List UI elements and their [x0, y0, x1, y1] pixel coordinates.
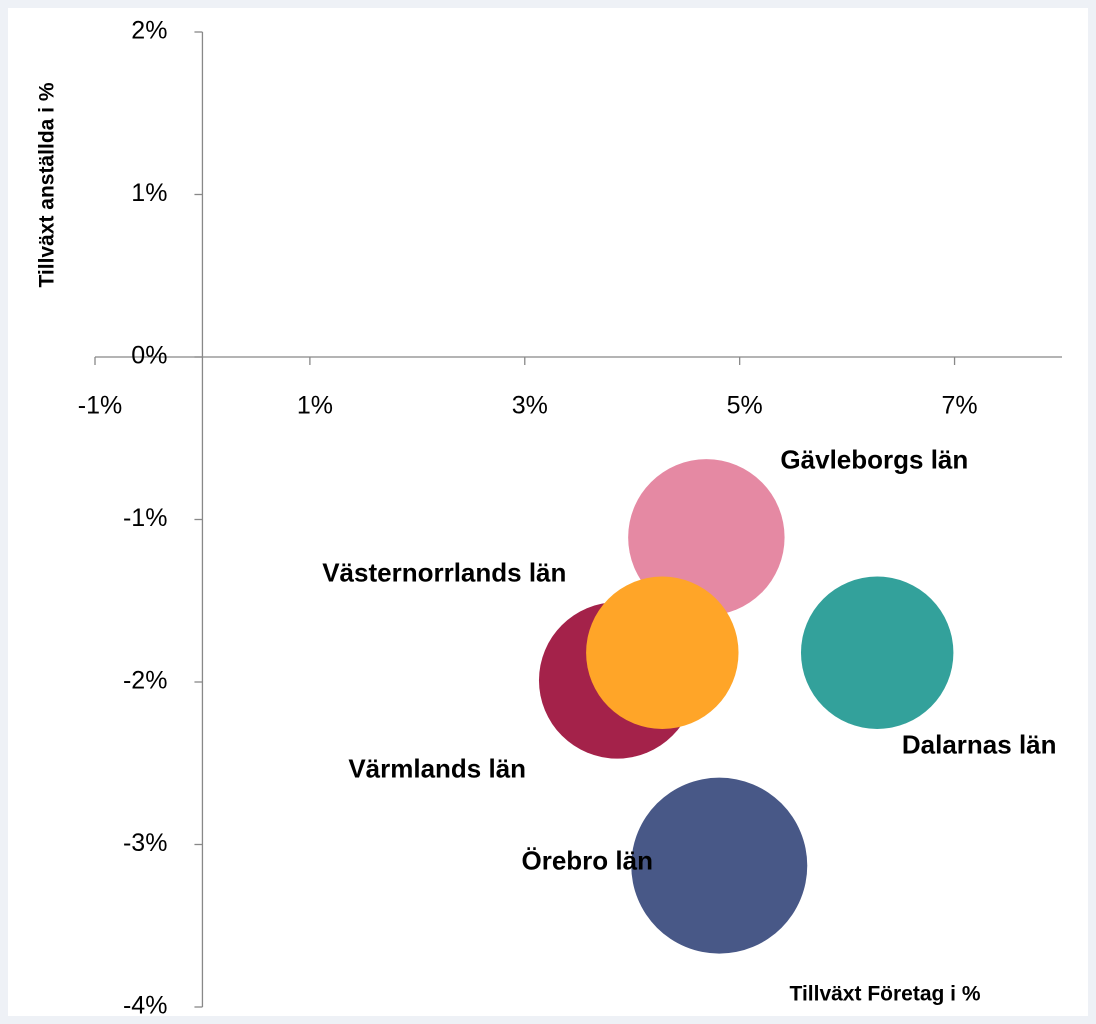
- y-axis-title: Tillväxt anställda i %: [36, 82, 59, 287]
- y-tick-label: 2%: [131, 17, 167, 45]
- y-tick-label: -4%: [123, 992, 167, 1020]
- x-tick-label: 1%: [297, 392, 333, 420]
- bubble-label: Gävleborgs län: [780, 444, 968, 474]
- y-tick-label: -3%: [123, 829, 167, 857]
- bubble-label: Värmlands län: [348, 753, 526, 783]
- y-tick-label: -2%: [123, 667, 167, 695]
- x-tick-label: 7%: [941, 392, 977, 420]
- bubble-label: Dalarnas län: [902, 730, 1057, 760]
- bubble-label: Örebro län: [522, 846, 653, 876]
- y-tick-label: 1%: [131, 179, 167, 207]
- x-tick-label: 5%: [727, 392, 763, 420]
- bubble-label: Västernorrlands län: [322, 558, 566, 588]
- x-tick-label: 3%: [512, 392, 548, 420]
- x-axis-title: Tillväxt Företag i %: [790, 983, 981, 1006]
- bubble: [800, 576, 954, 729]
- bubble: [631, 777, 808, 954]
- bubble: [628, 459, 785, 616]
- x-tick-label: -1%: [78, 392, 122, 420]
- bubble: [586, 576, 739, 729]
- plot-background: [8, 8, 1088, 1016]
- y-tick-label: -1%: [123, 504, 167, 532]
- y-tick-label: 0%: [131, 342, 167, 370]
